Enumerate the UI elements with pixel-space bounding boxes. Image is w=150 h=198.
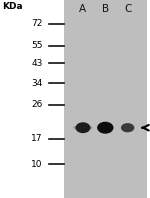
Text: C: C [124, 4, 131, 14]
Text: 72: 72 [31, 19, 43, 28]
Text: 43: 43 [31, 59, 43, 68]
Text: B: B [102, 4, 109, 14]
Text: 10: 10 [31, 160, 43, 169]
Text: 26: 26 [31, 100, 43, 109]
Ellipse shape [121, 123, 134, 132]
Bar [64, 0, 147, 198]
Ellipse shape [73, 125, 93, 130]
Ellipse shape [75, 122, 90, 133]
Bar [1, 0, 64, 198]
Ellipse shape [97, 122, 114, 134]
Text: 17: 17 [31, 134, 43, 143]
Text: 55: 55 [31, 41, 43, 50]
Text: 34: 34 [31, 79, 43, 88]
Text: A: A [79, 4, 87, 14]
Bar [147, 0, 150, 198]
Text: KDa: KDa [3, 2, 23, 11]
